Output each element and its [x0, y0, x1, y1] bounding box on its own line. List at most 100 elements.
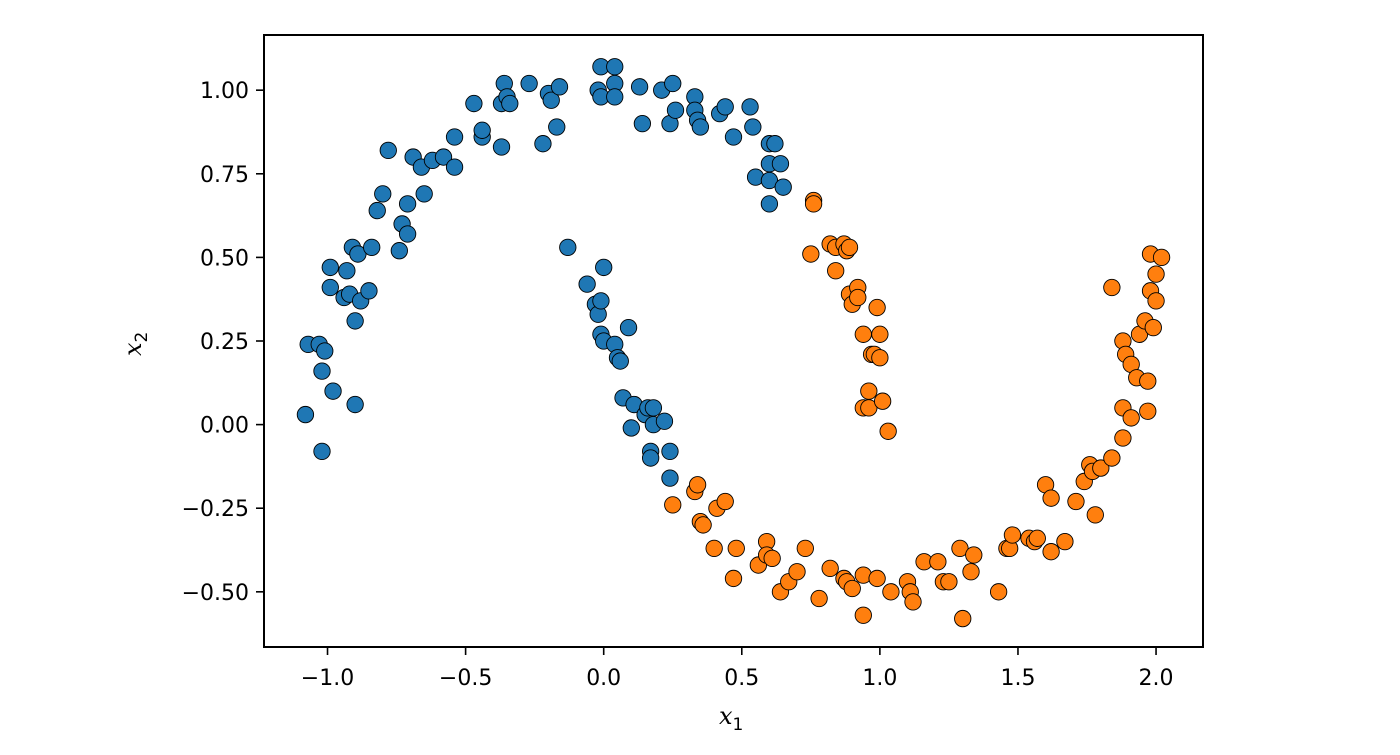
data-point [796, 539, 814, 557]
y-axis-label-group: x2 [119, 332, 152, 356]
data-point [363, 238, 381, 257]
x-tick-label: 1.0 [862, 666, 897, 691]
data-point [1147, 292, 1165, 310]
data-point [592, 292, 610, 310]
x-tick-label: 0.5 [724, 666, 759, 691]
data-point [374, 185, 392, 203]
data-point [1114, 429, 1132, 447]
points-layer [296, 58, 1171, 628]
data-point [379, 141, 397, 160]
data-point [860, 382, 878, 400]
data-point [827, 262, 845, 280]
data-point [843, 579, 861, 598]
data-point [879, 422, 897, 440]
data-point [368, 201, 386, 220]
y-tick-label: 0.25 [200, 330, 249, 355]
x-axis-label-main: x [719, 702, 733, 730]
x-tick-label: −1.0 [301, 666, 354, 691]
data-point [871, 349, 889, 367]
data-point [760, 195, 779, 213]
data-point [415, 185, 433, 203]
data-point [882, 583, 900, 601]
data-point [398, 225, 417, 243]
y-axis-label-subscript: 2 [132, 332, 152, 343]
y-tick-label: 0.00 [200, 414, 249, 439]
data-point [691, 118, 710, 136]
data-point [1147, 265, 1165, 283]
data-point [666, 101, 685, 119]
data-point [520, 74, 538, 93]
data-point [854, 325, 872, 343]
data-point [611, 352, 629, 370]
data-point [630, 78, 649, 96]
data-point [501, 94, 519, 113]
data-point [989, 583, 1008, 601]
data-point [724, 569, 743, 588]
data-point [766, 135, 784, 153]
data-point [346, 312, 364, 330]
data-point [644, 399, 663, 417]
data-point [1103, 278, 1121, 297]
data-point [338, 262, 356, 280]
data-point [774, 178, 792, 196]
data-point [473, 121, 491, 139]
data-point [705, 539, 723, 557]
data-point [641, 449, 660, 467]
data-point [871, 325, 889, 343]
x-axis-label: x1 [719, 702, 743, 735]
data-point [1092, 459, 1110, 477]
data-point [655, 412, 674, 430]
y-tick-label: 0.75 [200, 163, 249, 188]
data-point [324, 382, 342, 400]
y-axis-label: x2 [119, 332, 152, 356]
x-tick-label: −0.5 [439, 666, 492, 691]
data-point [1056, 533, 1074, 551]
data-point [840, 238, 859, 257]
data-point [771, 155, 790, 173]
data-point [716, 492, 734, 511]
data-point [1139, 372, 1157, 390]
data-point [316, 342, 334, 360]
data-point [664, 74, 682, 93]
data-point [1122, 409, 1140, 427]
data-point [1144, 318, 1162, 337]
y-tick-label: −0.50 [182, 581, 249, 606]
data-point [619, 318, 638, 337]
data-point [849, 288, 867, 307]
data-point [606, 58, 624, 76]
data-point [349, 245, 367, 263]
data-point [595, 258, 613, 277]
data-point [951, 539, 969, 557]
data-point [606, 88, 624, 106]
data-point [1139, 402, 1157, 420]
x-tick-label: 1.5 [1000, 666, 1035, 691]
data-point [534, 135, 552, 153]
y-tick-label: 1.00 [200, 79, 249, 104]
data-point [321, 278, 339, 297]
data-point [868, 298, 886, 317]
data-point [360, 282, 378, 300]
data-point [445, 158, 464, 176]
data-point [1042, 489, 1060, 507]
data-point [398, 195, 417, 213]
data-point [802, 245, 820, 263]
data-point [727, 539, 745, 557]
data-point [559, 238, 577, 257]
data-point [804, 195, 823, 213]
data-point [873, 392, 892, 410]
x-tick-label: 2.0 [1139, 666, 1174, 691]
data-point [854, 606, 872, 624]
data-point [744, 118, 762, 136]
data-point [1086, 506, 1104, 524]
data-point [741, 98, 759, 116]
data-point [492, 138, 511, 156]
data-point [1028, 529, 1046, 547]
data-point [1103, 449, 1121, 467]
data-point [716, 98, 734, 116]
y-tick-label: −0.25 [182, 497, 249, 522]
data-point [940, 573, 958, 591]
data-point [810, 589, 828, 608]
data-point [434, 148, 453, 166]
data-point [788, 563, 806, 581]
data-point [622, 419, 640, 437]
